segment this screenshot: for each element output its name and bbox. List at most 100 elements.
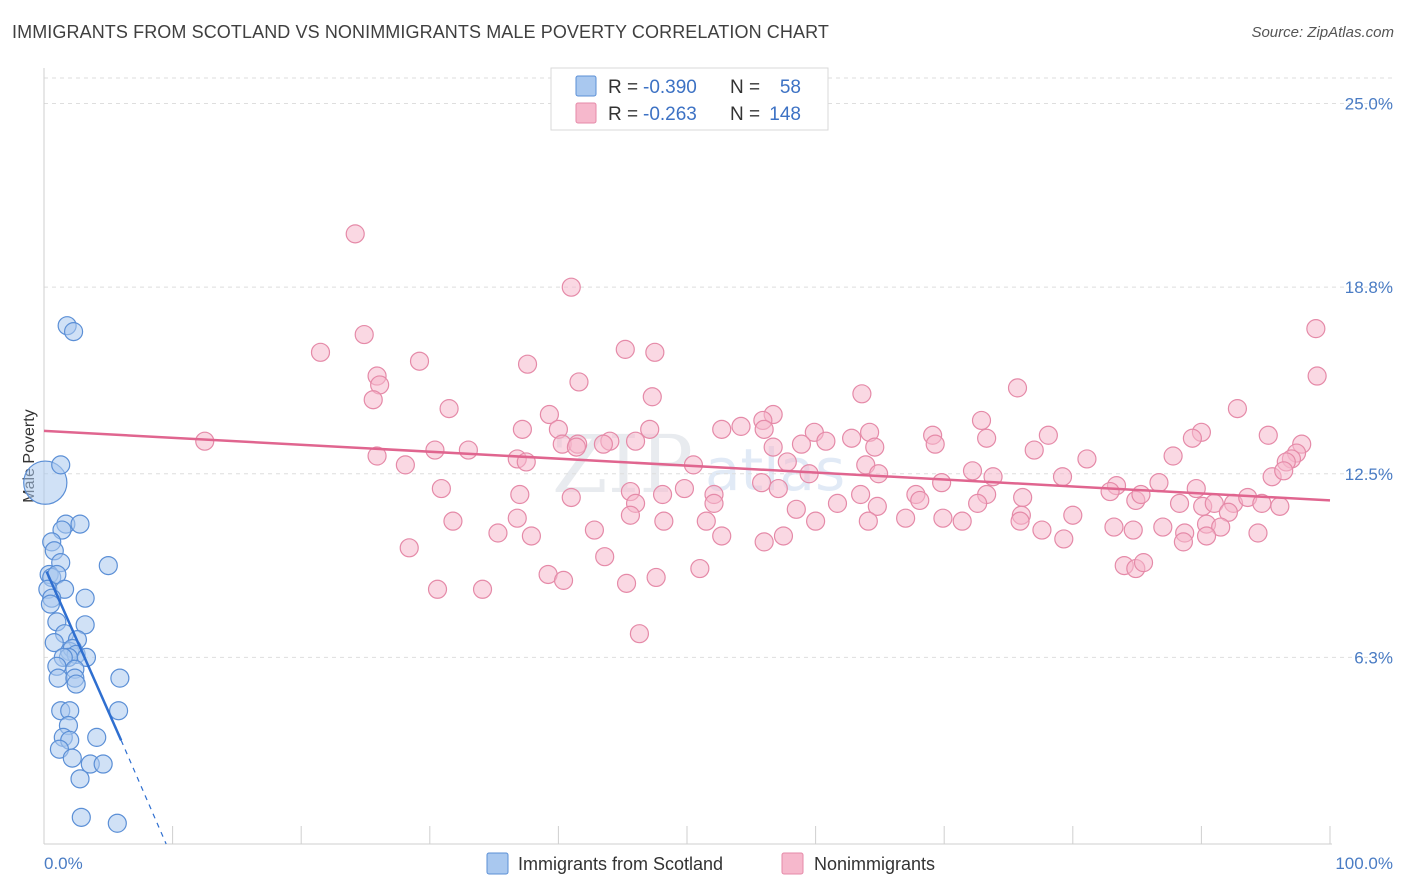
scotland-point-23 <box>44 632 64 653</box>
scotland-point-46 <box>93 754 113 774</box>
nonimmigrants-point-14 <box>363 390 383 410</box>
legend-swatch-pink <box>575 102 597 124</box>
nonimmigrants-point-62 <box>1077 449 1097 469</box>
nonimmigrants-point-130 <box>488 523 508 543</box>
scotland-point-2 <box>63 322 84 342</box>
nonimmigrants-point-55 <box>367 446 387 466</box>
series-legend: Immigrants from Scotland Nonimmigrants <box>486 852 935 875</box>
scotland-point-17 <box>40 594 61 614</box>
nonimmigrants-point-104 <box>968 493 988 513</box>
nonimmigrants-point-115 <box>805 511 826 531</box>
nonimmigrants-point-26 <box>712 419 732 439</box>
nonimmigrants-point-28 <box>754 419 774 439</box>
chart-title: IMMIGRANTS FROM SCOTLAND VS NONIMMIGRANT… <box>12 22 829 42</box>
scotland-point-6 <box>70 514 90 534</box>
nonimmigrants-point-111 <box>507 508 527 528</box>
nonimmigrants-point-110 <box>443 511 463 531</box>
nonimmigrants-point-118 <box>933 508 953 528</box>
nonimmigrants-trend-line <box>43 429 1331 502</box>
nonimmigrants-point-5 <box>615 339 635 359</box>
nonimmigrants-point-12 <box>852 384 872 404</box>
nonimmigrants-point-54 <box>425 440 445 460</box>
scotland-point-49 <box>107 813 127 833</box>
scotland-point-47 <box>70 769 90 789</box>
legend-swatch-blue <box>575 75 597 97</box>
nonimmigrants-point-106 <box>1063 505 1083 525</box>
nonimmigrants-point-10 <box>569 372 589 392</box>
nonimmigrants-point-44 <box>566 437 587 457</box>
legend-n-label-1: N = <box>730 104 760 125</box>
nonimmigrants-point-15 <box>439 399 459 419</box>
nonimmigrants-point-25 <box>640 419 660 439</box>
nonimmigrants-point-125 <box>1153 517 1173 537</box>
nonimmigrants-point-114 <box>696 511 716 531</box>
x-tick-label-0: 0.0% <box>44 854 83 873</box>
y-tick-label-2: 18.8% <box>1345 278 1393 297</box>
x-tick-label-1: 100.0% <box>1335 854 1393 873</box>
nonimmigrants-point-49 <box>925 434 945 454</box>
scotland-point-32 <box>48 668 68 688</box>
nonimmigrants-point-46 <box>763 437 783 457</box>
nonimmigrants-point-142 <box>1196 526 1217 546</box>
nonimmigrants-point-129 <box>1248 523 1268 543</box>
nonimmigrants-point-52 <box>1182 428 1202 448</box>
x-axis-ticks <box>43 826 1331 844</box>
scotland-point-20 <box>75 615 95 635</box>
nonimmigrants-point-144 <box>690 558 710 579</box>
nonimmigrants-point-147 <box>646 567 666 588</box>
nonimmigrants-point-78 <box>1149 473 1169 493</box>
nonimmigrants-point-123 <box>1104 517 1124 537</box>
nonimmigrants-point-103 <box>910 490 930 511</box>
nonimmigrants-point-16 <box>539 404 559 425</box>
nonimmigrants-point-73 <box>869 464 889 484</box>
nonimmigrants-point-116 <box>858 511 878 531</box>
nonimmigrants-point-97 <box>561 487 581 508</box>
y-tick-label-0: 6.3% <box>1354 648 1393 667</box>
nonimmigrants-point-22 <box>1307 366 1327 386</box>
nonimmigrants-point-141 <box>1173 532 1193 552</box>
legend-r-value-1: -0.263 <box>643 104 697 125</box>
nonimmigrants-point-1 <box>561 277 581 297</box>
nonimmigrants-point-131 <box>521 526 541 546</box>
scotland-point-3 <box>51 455 71 475</box>
legend-n-value-0: 58 <box>780 77 801 98</box>
nonimmigrants-point-56 <box>395 455 415 475</box>
nonimmigrants-point-146 <box>553 570 574 590</box>
nonimmigrants-point-68 <box>1274 461 1294 481</box>
nonimmigrants-point-81 <box>652 484 673 505</box>
trend-lines <box>43 429 1331 845</box>
nonimmigrants-point-39 <box>625 431 646 451</box>
nonimmigrants-point-21 <box>1306 319 1326 339</box>
nonimmigrants-point-19 <box>971 410 992 431</box>
nonimmigrants-point-41 <box>842 428 862 448</box>
nonimmigrants-point-107 <box>1131 484 1151 505</box>
nonimmigrants-point-112 <box>620 505 641 525</box>
series-legend-label-nonimmigrants: Nonimmigrants <box>814 854 935 874</box>
series-legend-label-scotland: Immigrants from Scotland <box>518 854 723 874</box>
nonimmigrants-point-101 <box>827 493 848 513</box>
nonimmigrants-point-27 <box>731 416 751 436</box>
nonimmigrants-point-69 <box>431 478 451 499</box>
scotland-point-35 <box>110 668 130 688</box>
legend-r-value-0: -0.390 <box>643 77 697 98</box>
legend-r-label-1: R = <box>608 104 638 125</box>
scotland-point-13 <box>98 555 118 576</box>
nonimmigrants-point-45 <box>593 434 614 454</box>
nonimmigrants-point-99 <box>704 493 724 513</box>
nonimmigrants-point-7 <box>517 354 538 374</box>
nonimmigrants-point-83 <box>768 478 788 499</box>
nonimmigrants-point-149 <box>472 579 493 599</box>
nonimmigrants-point-51 <box>1163 446 1183 466</box>
nonimmigrants-point-84 <box>851 484 871 505</box>
nonimmigrants-point-134 <box>754 532 774 552</box>
scotland-point-42 <box>87 727 107 747</box>
nonimmigrants-point-35 <box>458 440 478 460</box>
nonimmigrants-point-48 <box>865 437 885 457</box>
nonimmigrants-point-140 <box>1133 553 1154 573</box>
scotland-points <box>23 316 130 833</box>
scotland-point-18 <box>75 588 95 608</box>
nonimmigrants-point-132 <box>584 520 605 540</box>
nonimmigrants-point-124 <box>1123 520 1143 540</box>
nonimmigrants-point-23 <box>512 419 532 439</box>
